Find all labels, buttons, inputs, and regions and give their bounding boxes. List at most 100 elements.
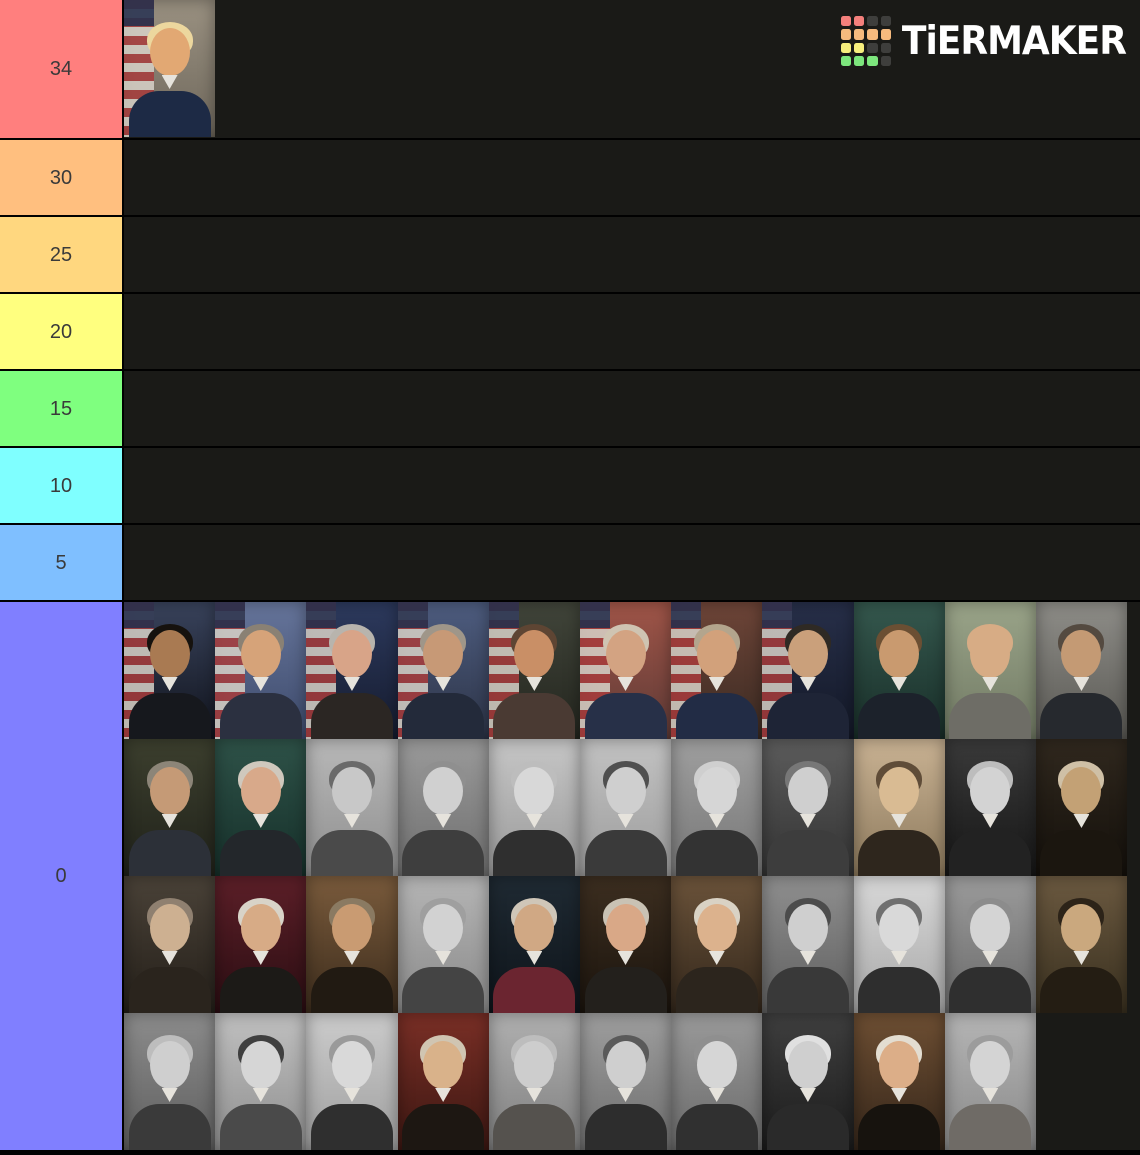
portrait-woodrow-wilson[interactable] — [944, 1013, 1036, 1150]
tier-row-5: 5 — [0, 525, 1140, 602]
portrait-andrew-jackson[interactable] — [488, 876, 580, 1013]
portrait-ulysses-s-grant[interactable] — [579, 739, 672, 876]
portrait-william-mckinley[interactable] — [944, 876, 1036, 1013]
portrait-grover-cleveland[interactable] — [762, 739, 854, 876]
portrait-millard-fillmore[interactable] — [671, 739, 763, 876]
portrait-suit — [675, 830, 758, 876]
portrait-franklin-d-roosevelt[interactable] — [124, 739, 216, 876]
portrait-rutherford-b-hayes[interactable] — [397, 876, 489, 1013]
portrait-john-tyler[interactable] — [671, 1013, 763, 1150]
tier-dropzone-25[interactable] — [124, 217, 1140, 292]
portrait-james-a-garfield[interactable] — [762, 876, 854, 1013]
tier-dropzone-20[interactable] — [124, 294, 1140, 369]
portrait-thomas-jefferson[interactable] — [579, 876, 672, 1013]
portrait-andrew-johnson[interactable] — [853, 876, 945, 1013]
portrait-franklin-pierce[interactable] — [215, 1013, 307, 1150]
portrait-william-howard-taft[interactable] — [124, 876, 216, 1013]
portrait-calvin-coolidge[interactable] — [853, 739, 945, 876]
tiermaker-grid-cell — [840, 55, 852, 66]
portrait-warren-g-harding[interactable] — [397, 739, 489, 876]
portrait-james-k-polk[interactable] — [306, 1013, 398, 1150]
tiermaker-grid-cell — [880, 16, 891, 27]
portrait-suit — [949, 830, 1032, 876]
portrait-collar — [526, 1088, 543, 1102]
us-flag-canton — [124, 602, 154, 628]
tier-dropzone-0[interactable] — [124, 602, 1140, 1150]
portrait-john-adams[interactable] — [671, 876, 763, 1013]
tiermaker-grid-cell — [854, 55, 865, 66]
portrait-george-washington[interactable] — [853, 1013, 945, 1150]
us-flag-canton — [488, 602, 519, 628]
portrait-collar — [708, 951, 725, 965]
tier-dropzone-10[interactable] — [124, 448, 1140, 523]
portrait-face — [696, 767, 737, 815]
tiermaker-logo[interactable]: TiERMAKER — [840, 16, 1127, 66]
portrait-herbert-hoover[interactable] — [944, 739, 1036, 876]
portrait-barack-obama[interactable] — [124, 602, 216, 739]
tier-dropzone-5[interactable] — [124, 525, 1140, 600]
portrait-collar — [982, 1088, 999, 1102]
portrait-face — [696, 1041, 737, 1089]
portrait-chester-a-arthur[interactable] — [306, 739, 398, 876]
tiermaker-grid-cell — [867, 16, 878, 27]
portrait-george-w-bush[interactable] — [215, 602, 307, 739]
portrait-collar — [891, 1088, 908, 1102]
portrait-face — [970, 904, 1011, 952]
portrait-face — [514, 904, 555, 952]
portrait-face — [423, 1041, 464, 1089]
portrait-face — [787, 904, 828, 952]
portrait-collar — [161, 75, 178, 89]
portrait-face — [605, 767, 646, 815]
portrait-zachary-taylor[interactable] — [488, 1013, 580, 1150]
portrait-face — [514, 767, 555, 815]
portrait-ronald-reagan[interactable] — [488, 602, 580, 739]
portrait-collar — [799, 1088, 816, 1102]
tier-dropzone-34[interactable] — [124, 0, 1140, 138]
portrait-suit — [584, 967, 667, 1013]
tier-row-0: 0 — [0, 602, 1140, 1150]
portrait-gerald-ford[interactable] — [671, 602, 763, 739]
portrait-suit — [493, 693, 576, 739]
tier-row-25: 25 — [0, 217, 1140, 294]
portrait-james-monroe[interactable] — [306, 876, 398, 1013]
portrait-dwight-eisenhower[interactable] — [944, 602, 1036, 739]
portrait-collar — [982, 814, 999, 828]
portrait-suit — [493, 967, 576, 1013]
portrait-lyndon-b-johnson[interactable] — [1035, 602, 1128, 739]
portrait-bill-clinton[interactable] — [306, 602, 398, 739]
portrait-abraham-lincoln[interactable] — [1035, 876, 1128, 1013]
portrait-suit — [584, 830, 667, 876]
portrait-john-f-kennedy[interactable] — [853, 602, 945, 739]
portrait-suit — [766, 693, 849, 739]
portrait-collar — [982, 677, 999, 691]
portrait-face — [605, 1041, 646, 1089]
portrait-face — [970, 1041, 1011, 1089]
portrait-james-buchanan[interactable] — [488, 739, 580, 876]
portrait-benjamin-harrison[interactable] — [124, 1013, 216, 1150]
portrait-martin-van-buren[interactable] — [762, 1013, 854, 1150]
portrait-suit — [1040, 830, 1123, 876]
portrait-collar — [252, 677, 269, 691]
portrait-suit — [1040, 967, 1123, 1013]
portrait-donald-trump[interactable] — [124, 0, 216, 137]
portrait-collar — [891, 951, 908, 965]
portrait-collar — [1073, 814, 1090, 828]
portrait-james-madison[interactable] — [215, 876, 307, 1013]
portrait-william-henry-harrison[interactable] — [1035, 739, 1128, 876]
tier-dropzone-15[interactable] — [124, 371, 1140, 446]
portrait-collar — [435, 1088, 452, 1102]
portrait-george-h-w-bush[interactable] — [397, 602, 489, 739]
portrait-collar — [708, 677, 725, 691]
tier-dropzone-30[interactable] — [124, 140, 1140, 215]
portrait-john-quincy-adams[interactable] — [397, 1013, 489, 1150]
portrait-jimmy-carter[interactable] — [579, 602, 672, 739]
tier-row-20: 20 — [0, 294, 1140, 371]
portrait-suit — [219, 830, 302, 876]
portrait-theodore-roosevelt[interactable] — [579, 1013, 672, 1150]
portrait-richard-nixon[interactable] — [762, 602, 854, 739]
portrait-suit — [402, 693, 485, 739]
tiermaker-grid-cell — [880, 42, 891, 53]
tiermaker-grid-cell — [840, 16, 852, 27]
portrait-harry-s-truman[interactable] — [215, 739, 307, 876]
